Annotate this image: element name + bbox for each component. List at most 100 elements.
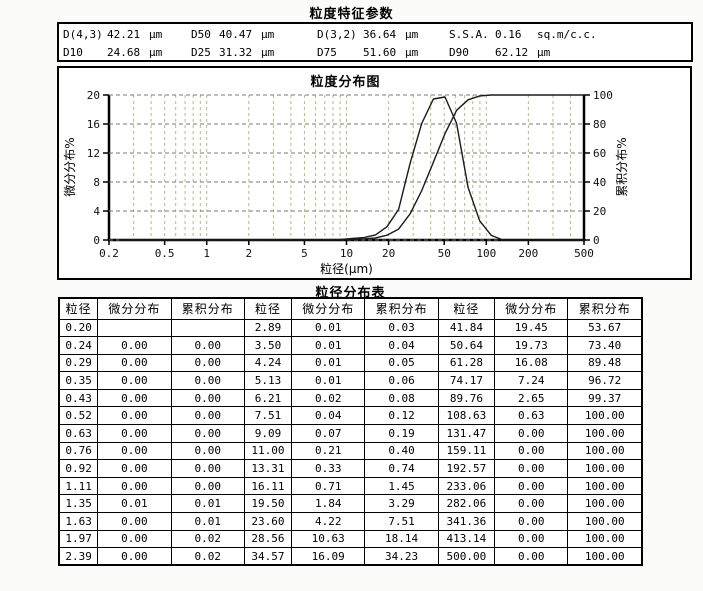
param-cell: D25 31.32 μm — [191, 44, 274, 62]
table-cell: 0.92 — [58, 459, 99, 478]
table-cell: 0.00 — [494, 494, 569, 514]
table-cell: 0.00 — [97, 406, 172, 426]
table-cell: 0.20 — [58, 318, 99, 338]
table-cell: 7.51 — [243, 406, 293, 426]
table-cell: 0.21 — [291, 441, 366, 461]
param-label: D25 — [191, 46, 211, 59]
table-cell: 0.00 — [170, 406, 245, 426]
param-label: D(3,2) — [317, 28, 357, 41]
table-cell: 23.60 — [243, 512, 293, 531]
param-label: D75 — [317, 46, 337, 59]
x-tick-label: 0.5 — [155, 247, 175, 260]
table-cell: 0.00 — [170, 459, 245, 478]
x-tick-label: 0.2 — [99, 247, 119, 260]
table-cell: 282.06 — [437, 494, 496, 514]
table-cell: 341.36 — [437, 512, 496, 531]
table-cell: 96.72 — [567, 371, 643, 390]
table-cell: 100.00 — [567, 494, 643, 514]
left-tick-label: 4 — [93, 205, 100, 218]
table-cell: 0.71 — [291, 476, 366, 496]
param-label: D50 — [191, 28, 211, 41]
x-tick-label: 1 — [203, 247, 210, 260]
table-cell: 100.00 — [567, 459, 643, 478]
series-cumulative — [119, 94, 585, 241]
table-cell: 0.00 — [170, 424, 245, 443]
table-cell: 53.67 — [567, 318, 643, 338]
table-cell: 0.02 — [170, 529, 245, 549]
table-cell: 0.35 — [58, 371, 99, 390]
table-cell: 89.76 — [437, 388, 496, 408]
param-row: D(4,3) 42.21 μm D50 40.47 μm D(3,2) 36.64 μm S.S.… — [59, 26, 691, 44]
table-cell: 18.14 — [364, 529, 439, 549]
table-cell: 1.63 — [58, 512, 99, 531]
table-row: 0.43 0.00 0.00 6.21 0.02 0.08 89.76 2.65 99.37 — [58, 388, 643, 408]
table-cell: 100.00 — [567, 424, 643, 443]
table-row: 1.63 0.00 0.01 23.60 4.22 7.51 341.36 0.00 100.0… — [58, 512, 643, 531]
table-cell: 2.89 — [243, 318, 293, 338]
table-cell: 0.01 — [291, 336, 366, 355]
table-cell: 0.00 — [494, 459, 569, 478]
table-cell: 0.03 — [364, 318, 439, 338]
table-row: 1.97 0.00 0.02 28.56 10.63 18.14 413.14 0.00 100… — [58, 529, 643, 549]
table-header-cell: 微分分布 — [494, 297, 569, 320]
table-row: 0.29 0.00 0.00 4.24 0.01 0.05 61.28 16.08 89.48 — [58, 353, 643, 373]
param-cell: D90 62.12 μm — [449, 44, 550, 62]
table-cell: 100.00 — [567, 529, 643, 549]
table-cell: 100.00 — [567, 512, 643, 531]
table-header-cell: 微分分布 — [291, 297, 366, 320]
table-row: 2.39 0.00 0.02 34.57 16.09 34.23 500.00 0.00 100… — [58, 547, 643, 566]
chart-title: 粒度分布图 — [310, 75, 381, 90]
right-tick-label: 60 — [593, 147, 606, 160]
table-cell: 131.47 — [437, 424, 496, 443]
table-cell: 0.12 — [364, 406, 439, 426]
table-cell: 99.37 — [567, 388, 643, 408]
table-cell: 233.06 — [437, 476, 496, 496]
param-value: 0.16 — [495, 28, 522, 41]
left-tick-label: 8 — [93, 176, 100, 189]
table-row: 1.35 0.01 0.01 19.50 1.84 3.29 282.06 0.00 100.0… — [58, 494, 643, 514]
table-cell: 0.00 — [170, 476, 245, 496]
table-row: 1.11 0.00 0.00 16.11 0.71 1.45 233.06 0.00 100.0… — [58, 476, 643, 496]
table-cell: 34.23 — [364, 547, 439, 566]
table-body: 0.20 2.89 0.01 0.03 41.84 19.45 53.67 0.24 0.00 0… — [58, 318, 643, 566]
table-cell: 16.09 — [291, 547, 366, 566]
table-cell: 0.24 — [58, 336, 99, 355]
param-unit: μm — [261, 46, 275, 59]
table-cell: 0.02 — [291, 388, 366, 408]
param-unit: μm — [405, 28, 419, 41]
table-cell: 7.51 — [364, 512, 439, 531]
x-tick-label: 20 — [382, 247, 395, 260]
table-cell: 0.00 — [97, 424, 172, 443]
table-cell: 0.00 — [494, 476, 569, 496]
x-axis-label: 粒径(μm) — [320, 261, 373, 276]
table-cell: 1.84 — [291, 494, 366, 514]
table-cell: 0.00 — [494, 529, 569, 549]
param-unit: μm — [261, 28, 275, 41]
param-unit: μm — [405, 46, 419, 59]
param-value: 31.32 — [219, 46, 253, 59]
param-unit: μm — [149, 46, 163, 59]
table-cell: 0.40 — [364, 441, 439, 461]
table-cell: 0.00 — [97, 476, 172, 496]
table-cell: 0.00 — [494, 547, 569, 566]
param-value: 24.68 — [107, 46, 141, 59]
chart-box: 粒度分布图 0 4 8 12 16 20 0 20 40 60 80 100 0.2 0.5 1 2 5 10 20… — [57, 66, 692, 280]
table-cell: 0.00 — [97, 441, 172, 461]
table-cell: 0.01 — [291, 318, 366, 338]
param-value: 40.47 — [219, 28, 253, 41]
table-cell: 13.31 — [243, 459, 293, 478]
table-cell: 16.11 — [243, 476, 293, 496]
table-cell: 0.63 — [494, 406, 569, 426]
table-cell: 0.06 — [364, 371, 439, 390]
table-cell: 34.57 — [243, 547, 293, 566]
table-cell: 0.01 — [291, 353, 366, 373]
table-cell: 1.97 — [58, 529, 99, 549]
param-label: D(4,3) — [63, 28, 103, 41]
table-cell: 159.11 — [437, 441, 496, 461]
param-unit: sq.m/c.c. — [537, 28, 597, 41]
table-header-cell: 累积分布 — [170, 297, 245, 320]
table-cell: 0.00 — [170, 353, 245, 373]
table-cell: 50.64 — [437, 336, 496, 355]
x-tick-label: 2 — [245, 247, 252, 260]
